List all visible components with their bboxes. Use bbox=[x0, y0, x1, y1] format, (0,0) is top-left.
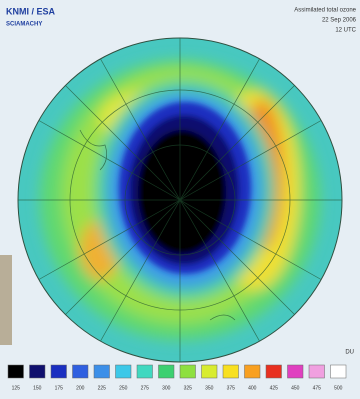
legend-swatch bbox=[30, 365, 46, 378]
legend-swatch bbox=[331, 365, 347, 378]
source: KNMI / ESA bbox=[6, 6, 56, 16]
legend-swatch bbox=[266, 365, 282, 378]
legend-label: 225 bbox=[98, 385, 107, 391]
legend-label: 125 bbox=[12, 385, 21, 391]
legend-label: 325 bbox=[184, 385, 193, 391]
ozone-map-page: KNMI / ESA SCIAMACHY Assimilated total o… bbox=[0, 0, 360, 399]
map-title: Assimilated total ozone bbox=[294, 8, 356, 14]
legend-swatch bbox=[51, 365, 67, 378]
legend-swatch bbox=[94, 365, 110, 378]
legend-label: 175 bbox=[55, 385, 64, 391]
legend-swatch bbox=[159, 365, 175, 378]
legend-label: 500 bbox=[334, 385, 343, 391]
legend-swatch bbox=[137, 365, 153, 378]
legend-label: 275 bbox=[141, 385, 150, 391]
legend-unit: DU bbox=[345, 350, 354, 356]
instrument: SCIAMACHY bbox=[6, 22, 42, 28]
legend-swatch bbox=[180, 365, 196, 378]
legend-swatch bbox=[8, 365, 24, 378]
time: 12 UTC bbox=[335, 28, 356, 34]
legend-label: 475 bbox=[313, 385, 322, 391]
legend-label: 250 bbox=[119, 385, 128, 391]
legend-label: 450 bbox=[291, 385, 300, 391]
legend-swatch bbox=[245, 365, 261, 378]
legend-label: 425 bbox=[270, 385, 279, 391]
ozone-disc bbox=[18, 38, 342, 362]
side-strip bbox=[0, 255, 12, 345]
legend-swatch bbox=[288, 365, 304, 378]
legend-swatch bbox=[116, 365, 132, 378]
legend-swatch bbox=[309, 365, 325, 378]
legend-swatch bbox=[73, 365, 89, 378]
legend-label: 150 bbox=[33, 385, 42, 391]
legend-swatch bbox=[202, 365, 218, 378]
legend-label: 350 bbox=[205, 385, 214, 391]
legend-label: 300 bbox=[162, 385, 171, 391]
legend-label: 200 bbox=[76, 385, 85, 391]
legend-label: 375 bbox=[227, 385, 236, 391]
legend-label: 400 bbox=[248, 385, 257, 391]
date: 22 Sep 2006 bbox=[322, 18, 357, 24]
legend-swatch bbox=[223, 365, 239, 378]
